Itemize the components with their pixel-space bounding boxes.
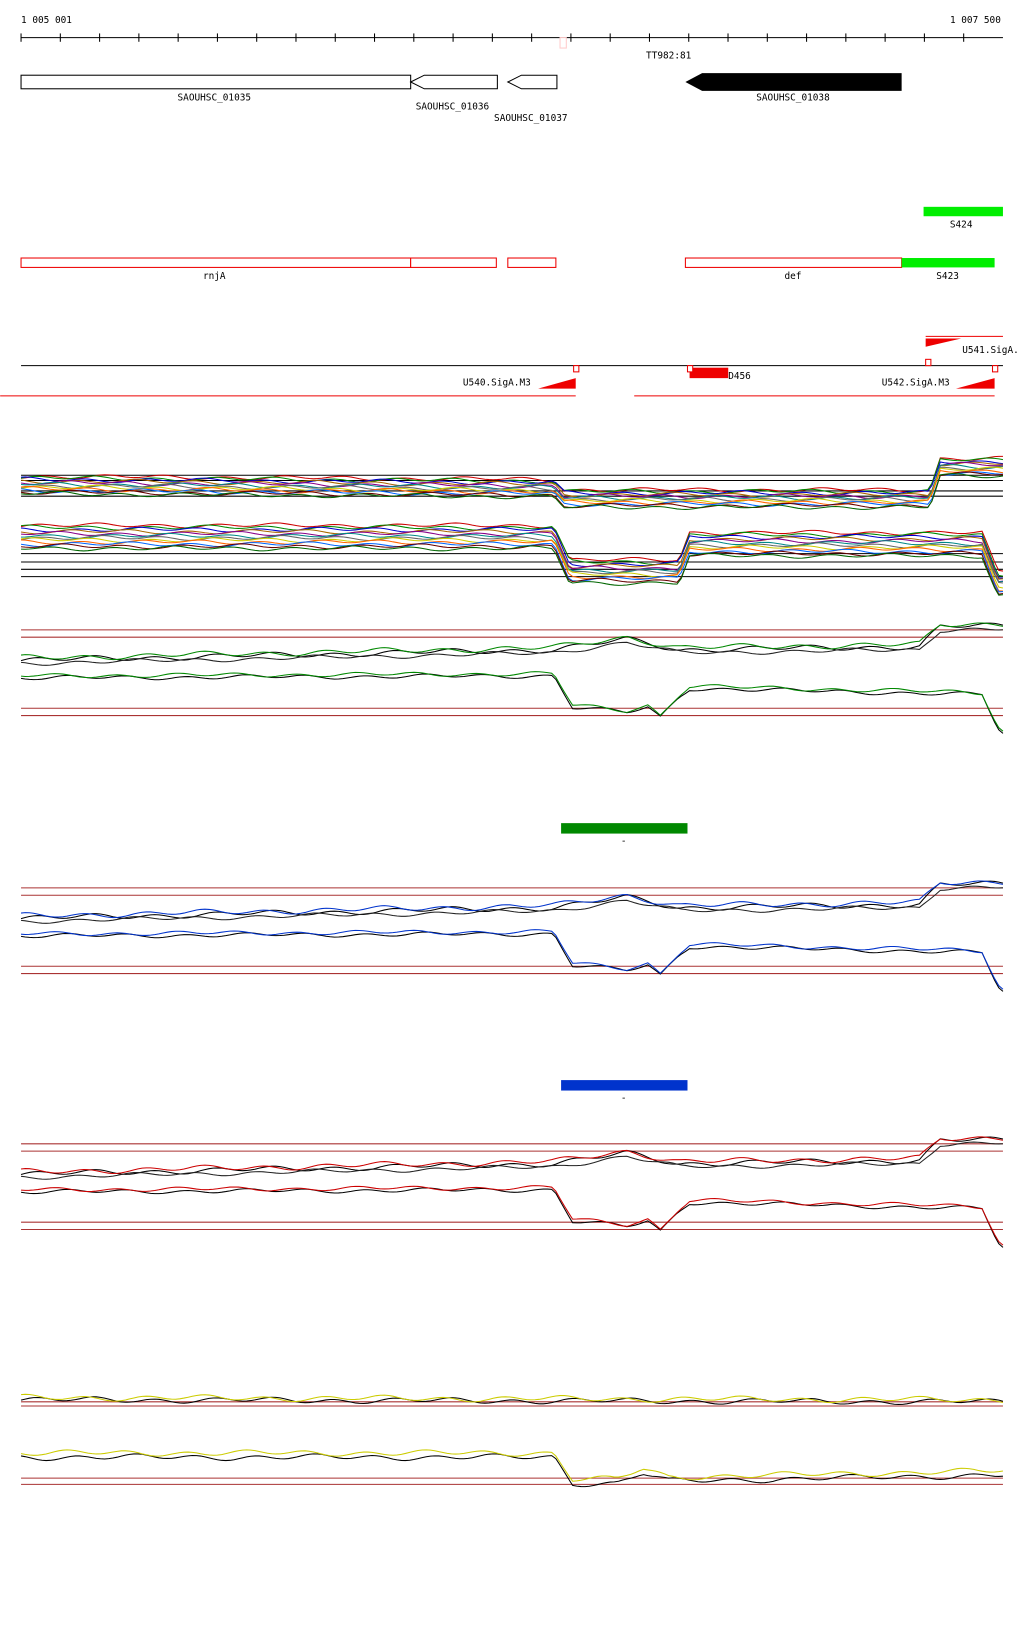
expression-line [20,534,1004,584]
expression-line [21,1393,1004,1404]
gene-label: SAOUHSC_01037 [494,113,568,124]
expression-line [20,622,1004,661]
expression-line [20,622,1004,662]
strip [561,823,688,834]
marker-label: TT982:81 [646,50,692,61]
expression-line [20,1187,1004,1248]
expression-line [20,931,1004,992]
ruler-start: 1 005 001 [21,15,72,26]
promoter [955,378,995,389]
ruler-ticks [20,33,965,42]
gene [409,74,498,90]
feature-label: S424 [950,220,973,231]
expression-line [20,1136,1004,1175]
promoter-label: D456 [728,371,751,382]
expression-line [20,673,1004,734]
operon-label: def [785,271,802,282]
promoter [925,358,932,367]
expression-line [20,1453,1003,1488]
promoter-label: U542.SigA.M3 [882,377,950,388]
expression-tracks [20,455,1004,1488]
feature [923,206,1003,217]
expression-line [21,532,1004,583]
gene-label: SAOUHSC_01038 [756,92,830,103]
expression-line [20,529,1004,580]
promoter [689,367,729,379]
expression-line [20,1141,1003,1180]
promoter [925,338,962,347]
expression-line [21,1185,1004,1246]
promoter [686,365,694,373]
expression-line [20,455,1003,493]
expression-line [21,464,1004,501]
expression-line [21,929,1004,990]
gene-label: SAOUHSC_01036 [416,102,490,113]
expression-line [21,539,1003,592]
expression-line [20,627,1003,666]
expression-line [21,545,1004,596]
gene-label: SAOUHSC_01035 [178,92,252,103]
operon [20,257,412,268]
expression-line [20,880,1004,920]
marker [559,37,567,49]
expression-line [20,526,1003,579]
expression-line [21,465,1003,503]
strip-label: - [621,836,627,847]
promoter-label: U541.SigA. [962,345,1019,356]
operon [507,257,557,268]
strip [561,1080,688,1091]
promoter-label: U540.SigA.M3 [463,377,531,388]
expression-line [21,530,1004,583]
gene [506,74,558,90]
operon [684,257,903,268]
strip-label: - [621,1093,627,1104]
operon-label: rnjA [203,271,226,282]
expression-line [21,473,1004,510]
promoter [538,378,576,389]
expression-line [20,1136,1004,1176]
expression-line [20,541,1003,593]
ruler-end: 1 007 500 [950,15,1001,26]
expression-line [21,671,1004,732]
gene [685,73,902,91]
expression-line [20,461,1003,498]
feature [901,258,995,268]
expression-line [20,880,1004,919]
gene [20,74,412,90]
expression-line [20,1449,1004,1482]
promoter [991,365,999,373]
operon [410,257,497,268]
expression-line [20,524,1004,577]
feature-label: S423 [936,271,959,282]
expression-line [20,885,1003,924]
promoter [573,365,580,373]
expression-line [20,1396,1004,1405]
